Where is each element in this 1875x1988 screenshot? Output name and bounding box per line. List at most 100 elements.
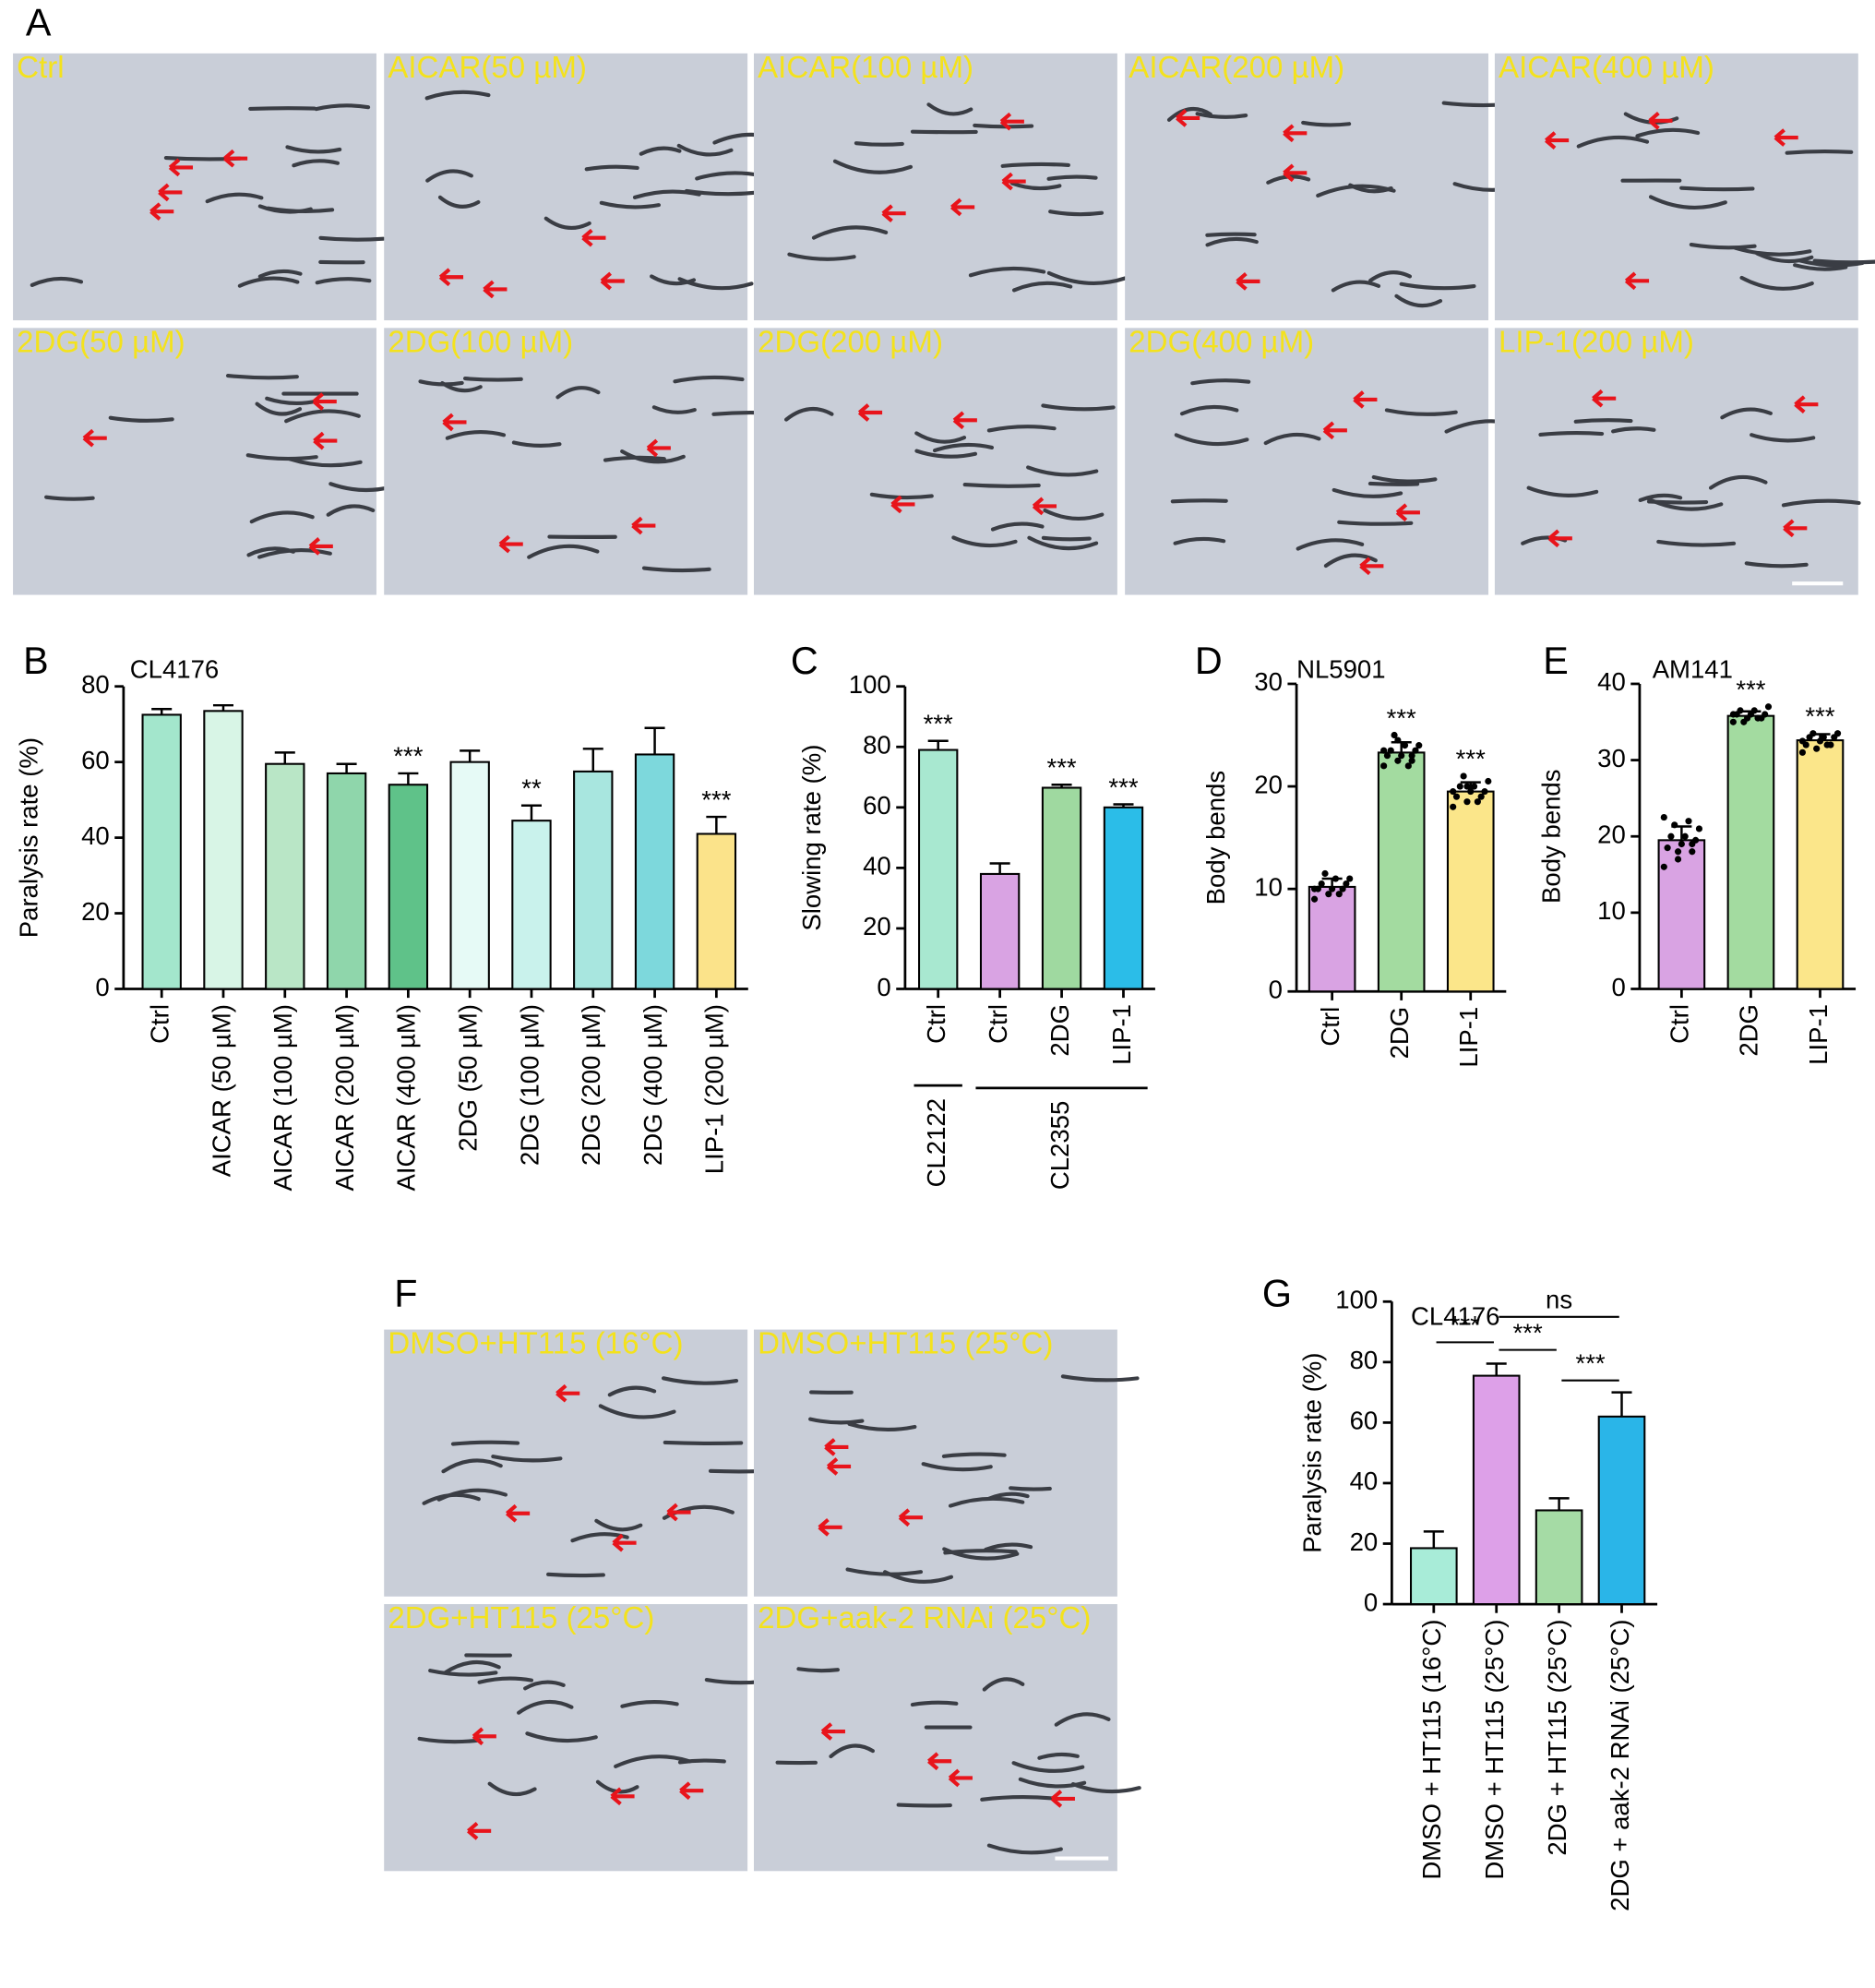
arrow	[168, 158, 194, 177]
worm	[614, 1754, 692, 1768]
x-tick-label: 2DG (400 µM)	[639, 1004, 667, 1166]
worm	[1027, 535, 1099, 551]
y-tick-label: 80	[863, 731, 891, 760]
worm	[314, 103, 371, 112]
data-point	[1467, 788, 1475, 796]
micrograph	[753, 1604, 1117, 1872]
arrow	[313, 431, 338, 450]
photo-label: 2DG(50 µM)	[17, 325, 185, 359]
worm	[287, 457, 363, 468]
worm	[677, 277, 754, 291]
worm	[225, 373, 299, 380]
bar	[1597, 1415, 1646, 1606]
error-bar	[151, 708, 173, 715]
worm	[854, 141, 904, 147]
worm	[424, 90, 491, 101]
error-bar	[644, 726, 665, 755]
significance: ***	[1805, 701, 1834, 730]
worm	[1793, 263, 1848, 271]
worm	[620, 449, 686, 464]
data-point	[1689, 840, 1696, 848]
y-tick-label: 0	[877, 973, 890, 1001]
worm	[845, 1567, 924, 1576]
micrograph	[753, 328, 1117, 595]
bar	[388, 784, 429, 990]
x-tick-label: Ctrl	[1666, 1004, 1694, 1044]
arrow	[600, 271, 625, 291]
worm	[441, 1458, 503, 1474]
arrow	[1545, 131, 1570, 150]
error-bar	[706, 815, 727, 834]
data-point	[1737, 707, 1744, 714]
data-point	[1674, 856, 1682, 863]
arrow	[826, 1457, 852, 1476]
worm	[1263, 432, 1321, 446]
bar	[917, 748, 959, 990]
error-bar	[1611, 1391, 1632, 1417]
worm	[784, 407, 834, 422]
significance: ***	[1387, 703, 1416, 732]
significance: ***	[1046, 753, 1076, 782]
x-tick-label: 2DG + aak-2 RNAi (25°C)	[1606, 1620, 1634, 1911]
worm	[1797, 258, 1865, 268]
arrow	[610, 1787, 635, 1806]
x-tick-label: AICAR (50 µM)	[207, 1004, 235, 1177]
worm	[594, 1518, 643, 1532]
worm	[1538, 431, 1605, 437]
photo-label: LIP-1(200 µM)	[1499, 325, 1694, 359]
bar	[511, 820, 552, 990]
worm	[1733, 246, 1812, 257]
data-point	[1339, 885, 1346, 892]
error-bar	[1423, 1530, 1444, 1549]
arrow	[1236, 272, 1260, 291]
panel-letter: D	[1195, 640, 1223, 682]
data-point	[1415, 742, 1423, 749]
micrograph	[13, 328, 376, 595]
worm	[1812, 258, 1875, 265]
data-point	[1452, 793, 1461, 800]
data-point	[1764, 703, 1773, 711]
worm	[1000, 162, 1070, 168]
data-point	[1335, 891, 1343, 898]
x-tick-label: Ctrl	[145, 1004, 173, 1044]
worm	[1368, 270, 1413, 283]
worm	[249, 510, 315, 524]
y-tick-label: 60	[863, 791, 891, 820]
data-point	[1729, 718, 1737, 725]
x-tick-label: AICAR (100 µM)	[269, 1004, 297, 1192]
worm	[598, 1404, 676, 1419]
worm	[245, 453, 318, 461]
data-point	[1754, 714, 1762, 722]
data-point	[1813, 745, 1821, 752]
error-bar	[520, 804, 542, 821]
data-point	[1750, 707, 1758, 714]
error-bar	[989, 862, 1010, 874]
arrow	[927, 1752, 952, 1771]
worm	[284, 409, 361, 424]
arrow	[1783, 519, 1808, 538]
significance: ***	[701, 785, 731, 814]
worm	[255, 401, 303, 416]
y-tick-label: 20	[863, 912, 891, 940]
worm	[315, 277, 372, 285]
bar	[1377, 751, 1426, 993]
arrow	[857, 403, 883, 422]
worm	[422, 1492, 481, 1505]
worm	[1179, 404, 1239, 416]
worm	[1190, 378, 1251, 386]
worm	[632, 189, 701, 199]
worm	[1054, 1712, 1111, 1727]
error-bar	[336, 762, 357, 773]
bar	[1796, 739, 1845, 990]
worm	[962, 483, 1041, 488]
worm	[1708, 474, 1768, 490]
y-tick-label: 30	[1254, 667, 1283, 696]
comparison-label: ***	[1513, 1318, 1543, 1347]
bar	[696, 832, 737, 990]
worm	[599, 200, 662, 210]
worm	[292, 159, 340, 168]
worm	[1638, 493, 1683, 503]
arrow	[506, 1503, 531, 1523]
worm	[1046, 270, 1128, 285]
group-label: CL2122	[922, 1098, 950, 1187]
